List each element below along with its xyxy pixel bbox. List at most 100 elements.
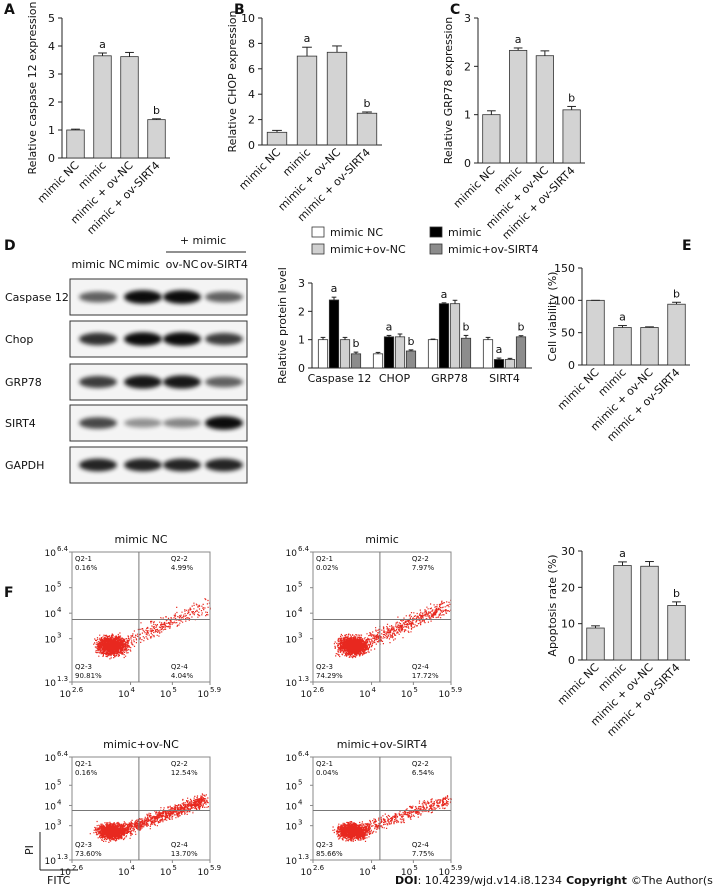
x-tick-exponent: 5.9 [210, 686, 221, 694]
x-tick-base: 10 [401, 868, 413, 878]
quadrant-percent: 13.70% [171, 850, 198, 858]
panel-label: A [4, 2, 15, 18]
quadrant-percent: 0.02% [316, 564, 339, 572]
blot-band [79, 332, 117, 346]
error-bar [375, 351, 381, 354]
quadrant-name: Q2-2 [171, 760, 188, 768]
error-bar [125, 51, 134, 57]
blot-row-label: Chop [5, 333, 33, 346]
error-bar [98, 52, 107, 56]
quadrant-name: Q2-3 [316, 841, 333, 849]
flow-frame [71, 756, 211, 861]
error-bar [496, 357, 502, 360]
bar-label: a [441, 288, 448, 301]
x-tick-base: 10 [60, 690, 72, 700]
y-axis-label: PI [23, 845, 36, 855]
bar [640, 327, 659, 366]
error-bar [397, 333, 403, 337]
error-bar [618, 325, 627, 328]
doi-label: DOI [395, 874, 418, 887]
bar [93, 55, 112, 159]
blot-band [205, 333, 243, 345]
flow-frame [312, 756, 452, 861]
error-bar [331, 296, 337, 300]
quadrant-name: Q2-1 [75, 760, 92, 768]
x-tick-base: 10 [439, 868, 451, 878]
y-tick-base: 10 [286, 636, 298, 646]
error-bar [320, 336, 326, 340]
flow-events [332, 795, 452, 842]
y-tick-label: 0 [568, 654, 575, 667]
legend-label: mimic NC [330, 226, 383, 239]
x-tick-base: 10 [60, 868, 72, 878]
error-bar [540, 50, 550, 56]
y-axis-label: Relative caspase 12 expression [26, 2, 39, 175]
x-tick-base: 10 [401, 690, 413, 700]
bar [449, 303, 461, 369]
flow-frame [312, 551, 452, 683]
y-tick-base: 10 [45, 754, 57, 764]
error-bar [302, 46, 312, 57]
quadrant-name: Q2-1 [75, 555, 92, 563]
error-bar [518, 335, 524, 337]
bar [504, 359, 516, 369]
quadrant-name: Q2-4 [171, 663, 188, 671]
error-bar [672, 301, 681, 305]
y-tick-label: 1 [48, 124, 55, 137]
y-tick-label: 2 [248, 114, 255, 127]
quadrant-name: Q2-4 [412, 841, 429, 849]
bar [562, 109, 581, 164]
bar [296, 55, 318, 146]
blot-band [124, 290, 162, 304]
y-tick-base: 10 [45, 549, 57, 559]
x-tick-base: 10 [359, 868, 371, 878]
quadrant-percent: 4.04% [171, 672, 194, 680]
y-tick-exponent: 3 [57, 819, 61, 827]
x-tick-base: 10 [198, 868, 210, 878]
y-tick-base: 10 [286, 679, 298, 689]
x-tick-exponent: 2.6 [313, 686, 325, 694]
blot-column-label: ov-SIRT4 [200, 258, 248, 271]
quadrant-percent: 7.97% [412, 564, 435, 572]
bar [586, 627, 605, 661]
bar [120, 56, 139, 159]
quadrant-percent: 0.16% [75, 564, 98, 572]
bar-label: a [496, 343, 503, 356]
bar-label: b [353, 337, 360, 350]
error-bar [452, 299, 458, 304]
bar [482, 114, 501, 164]
blot-band [163, 375, 201, 389]
y-tick-label: 0 [464, 157, 471, 170]
y-axis-label: Apoptosis rate (%) [546, 554, 559, 656]
y-tick-label: 0 [298, 362, 305, 375]
bar [535, 55, 554, 164]
y-tick-base: 10 [45, 782, 57, 792]
quadrant-percent: 74.29% [316, 672, 343, 680]
panel-label: C [450, 2, 460, 18]
blot-row-label: GAPDH [5, 459, 44, 472]
bar [493, 359, 505, 369]
quadrant-name: Q2-4 [412, 663, 429, 671]
flow-title: mimic NC [115, 533, 168, 546]
y-tick-exponent: 6.4 [298, 750, 310, 758]
x-tick-base: 10 [301, 690, 313, 700]
y-tick-label: 6 [248, 63, 255, 76]
y-tick-label: 3 [298, 277, 305, 290]
y-tick-base: 10 [286, 610, 298, 620]
quadrant-name: Q2-3 [316, 663, 333, 671]
y-tick-exponent: 1.3 [298, 675, 309, 683]
x-tick-exponent: 4 [131, 864, 136, 872]
bar-label: a [99, 38, 106, 51]
bar-label: a [386, 320, 393, 333]
y-tick-label: 0 [248, 139, 255, 152]
y-tick-base: 10 [286, 754, 298, 764]
error-bar [408, 349, 414, 351]
footer: DOI: 10.4239/wjd.v14.i8.1234 Copyright ©Th… [395, 874, 713, 887]
error-bar [591, 625, 600, 629]
quadrant-percent: 17.72% [412, 672, 439, 680]
error-bar [507, 357, 513, 360]
y-tick-label: 8 [248, 37, 255, 50]
error-bar [430, 338, 436, 340]
quadrant-name: Q2-2 [412, 555, 429, 563]
x-tick-base: 10 [439, 690, 451, 700]
